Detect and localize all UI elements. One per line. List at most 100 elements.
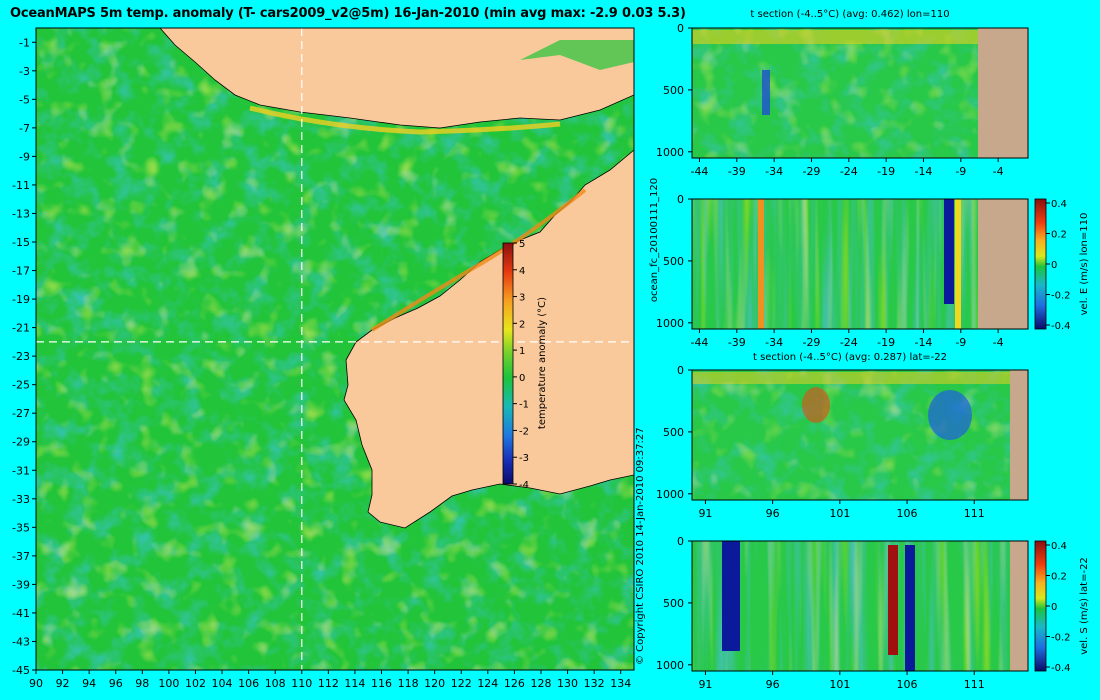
map-x-tick-label: 112 (318, 677, 339, 690)
section-panel-temp-lon: t section (-4..5°C) (avg: 0.462) lon=110… (656, 9, 1029, 178)
map-x-tick-label: 94 (82, 677, 96, 690)
map-x-axis: 90 92 94 96 98 100 102 104 106 108 110 112 114 116 118… (29, 670, 631, 690)
map-y-tick-label: -3 (19, 65, 30, 78)
section-y-tick-label: 500 (663, 84, 684, 97)
section-x-tick-label: -4 (993, 336, 1004, 349)
map-y-tick-label: -9 (19, 150, 30, 163)
cold-jet (905, 545, 915, 671)
land-masses (159, 28, 634, 529)
map-x-tick-label: 100 (158, 677, 179, 690)
section-x-tick-label: -44 (690, 165, 708, 178)
map-x-tick-label: 130 (557, 677, 578, 690)
vel-s-colorbar (1034, 540, 1047, 672)
temperature-colorbar: 5 4 3 2 1 0 -1 -2 -3 -4 temperature anomaly (°C) (502, 239, 548, 491)
map-x-tick-label: 90 (29, 677, 43, 690)
cold-core (762, 70, 770, 115)
map-x-tick-label: 124 (477, 677, 498, 690)
colorbar-tick-label: 0.4 (1051, 541, 1067, 552)
section-y-axis: 0 500 1000 (656, 535, 692, 672)
map-y-tick-label: -5 (19, 93, 30, 106)
section-x-axis: 91 96 101 106 111 (698, 671, 985, 691)
cold-jet (944, 199, 954, 304)
colorbar-tick-label: 0 (1051, 260, 1057, 271)
colorbar-tick-label: -2 (519, 426, 529, 437)
section-x-tick-label: 111 (964, 507, 985, 520)
map-y-tick-label: -1 (19, 36, 30, 49)
section-y-tick-label: 500 (663, 255, 684, 268)
map-y-tick-label: -23 (12, 350, 30, 363)
section-y-tick-label: 0 (677, 535, 684, 548)
section-x-tick-label: -19 (877, 336, 895, 349)
surface-warm-band (692, 30, 978, 44)
map-y-tick-label: -35 (12, 521, 30, 534)
colorbar-tick-label: 0.4 (1051, 199, 1067, 210)
section-x-tick-label: -9 (955, 336, 966, 349)
section-x-tick-label: -39 (728, 336, 746, 349)
warm-eddy (802, 387, 830, 423)
run-id-label: ocean_fc_20100111_120 (649, 178, 660, 302)
section-x-axis: 91 96 101 106 111 (698, 500, 985, 520)
map-x-tick-label: 104 (212, 677, 233, 690)
map-y-tick-label: -31 (12, 464, 30, 477)
warm-jet (955, 199, 961, 329)
section-x-tick-label: 101 (829, 678, 850, 691)
section-title-temp-lon: t section (-4..5°C) (avg: 0.462) lon=110 (750, 9, 949, 20)
map-x-tick-label: 106 (238, 677, 259, 690)
map-y-tick-label: -43 (12, 635, 30, 648)
map-x-tick-label: 118 (398, 677, 419, 690)
map-x-tick-label: 98 (135, 677, 149, 690)
australia-land (343, 149, 634, 529)
map-x-tick-label: 96 (109, 677, 123, 690)
section-x-tick-label: -9 (955, 165, 966, 178)
section-y-tick-label: 0 (677, 193, 684, 206)
section-x-tick-label: -34 (765, 165, 783, 178)
main-map: 90 92 94 96 98 100 102 104 106 108 110 112 114 116 118… (12, 27, 635, 690)
map-x-tick-label: 128 (530, 677, 551, 690)
map-y-tick-label: -19 (12, 293, 30, 306)
section-texture (692, 199, 978, 329)
map-y-tick-label: -45 (12, 664, 30, 677)
warm-jet (758, 199, 764, 329)
vel-e-colorbar-label: vel. E (m/s) lon=110 (1079, 213, 1090, 316)
vel-e-colorbar-ticks: 0.4 0.2 0 -0.2 -0.4 (1046, 199, 1071, 332)
colorbar-label: temperature anomaly (°C) (537, 297, 548, 429)
section-x-tick-label: 91 (698, 507, 712, 520)
section-y-axis: 0 500 1000 (656, 364, 692, 501)
section-x-tick-label: 101 (829, 507, 850, 520)
section-y-tick-label: 0 (677, 22, 684, 35)
map-x-tick-label: 110 (291, 677, 312, 690)
section-x-axis: -44 -39 -34 -29 -24 -19 -14 -9 -4 (690, 329, 1004, 349)
map-x-tick-label: 120 (424, 677, 445, 690)
map-y-axis: -1 -3 -5 -7 -9 -11 -13 -15 -17 -19 -21 -23 -25 -27 -29… (12, 36, 36, 677)
map-x-tick-label: 134 (610, 677, 631, 690)
map-y-tick-label: -37 (12, 550, 30, 563)
section-y-axis: 0 500 1000 (656, 22, 692, 159)
colorbar-tick-label: 5 (519, 239, 525, 250)
section-frame (691, 369, 1029, 501)
copyright-text: © Copyright CSIRO 2010 14-Jan-2010 09:37… (635, 427, 646, 665)
section-x-tick-label: -29 (802, 165, 820, 178)
map-frame (35, 27, 635, 671)
vel-e-colorbar (1034, 198, 1047, 330)
section-x-tick-label: -44 (690, 336, 708, 349)
colorbar-ticks: 5 4 3 2 1 0 -1 -2 -3 -4 (513, 239, 529, 491)
map-x-tick-label: 126 (504, 677, 525, 690)
section-x-tick-label: -24 (840, 165, 858, 178)
colorbar-gradient (502, 242, 514, 485)
map-y-tick-label: -39 (12, 578, 30, 591)
section-x-tick-label: -29 (802, 336, 820, 349)
colorbar-tick-label: 4 (519, 266, 525, 277)
colorbar-tick-label: -0.2 (1051, 291, 1071, 302)
section-x-tick-label: -14 (914, 165, 932, 178)
colorbar-tick-label: -0.4 (1051, 321, 1071, 332)
main-map-title: OceanMAPS 5m temp. anomaly (T- cars2009_… (10, 6, 686, 21)
colorbar-tick-label: -0.2 (1051, 633, 1071, 644)
section-y-tick-label: 1000 (656, 488, 684, 501)
map-x-tick-label: 108 (265, 677, 286, 690)
section-title-temp-lat: t section (-4..5°C) (avg: 0.287) lat=-22 (753, 352, 947, 363)
vel-s-colorbar-ticks: 0.4 0.2 0 -0.2 -0.4 (1046, 541, 1071, 674)
map-x-tick-label: 92 (56, 677, 70, 690)
colorbar-tick-label: 0 (1051, 602, 1057, 613)
colorbar-tick-label: -3 (519, 453, 529, 464)
section-x-tick-label: 96 (766, 507, 780, 520)
